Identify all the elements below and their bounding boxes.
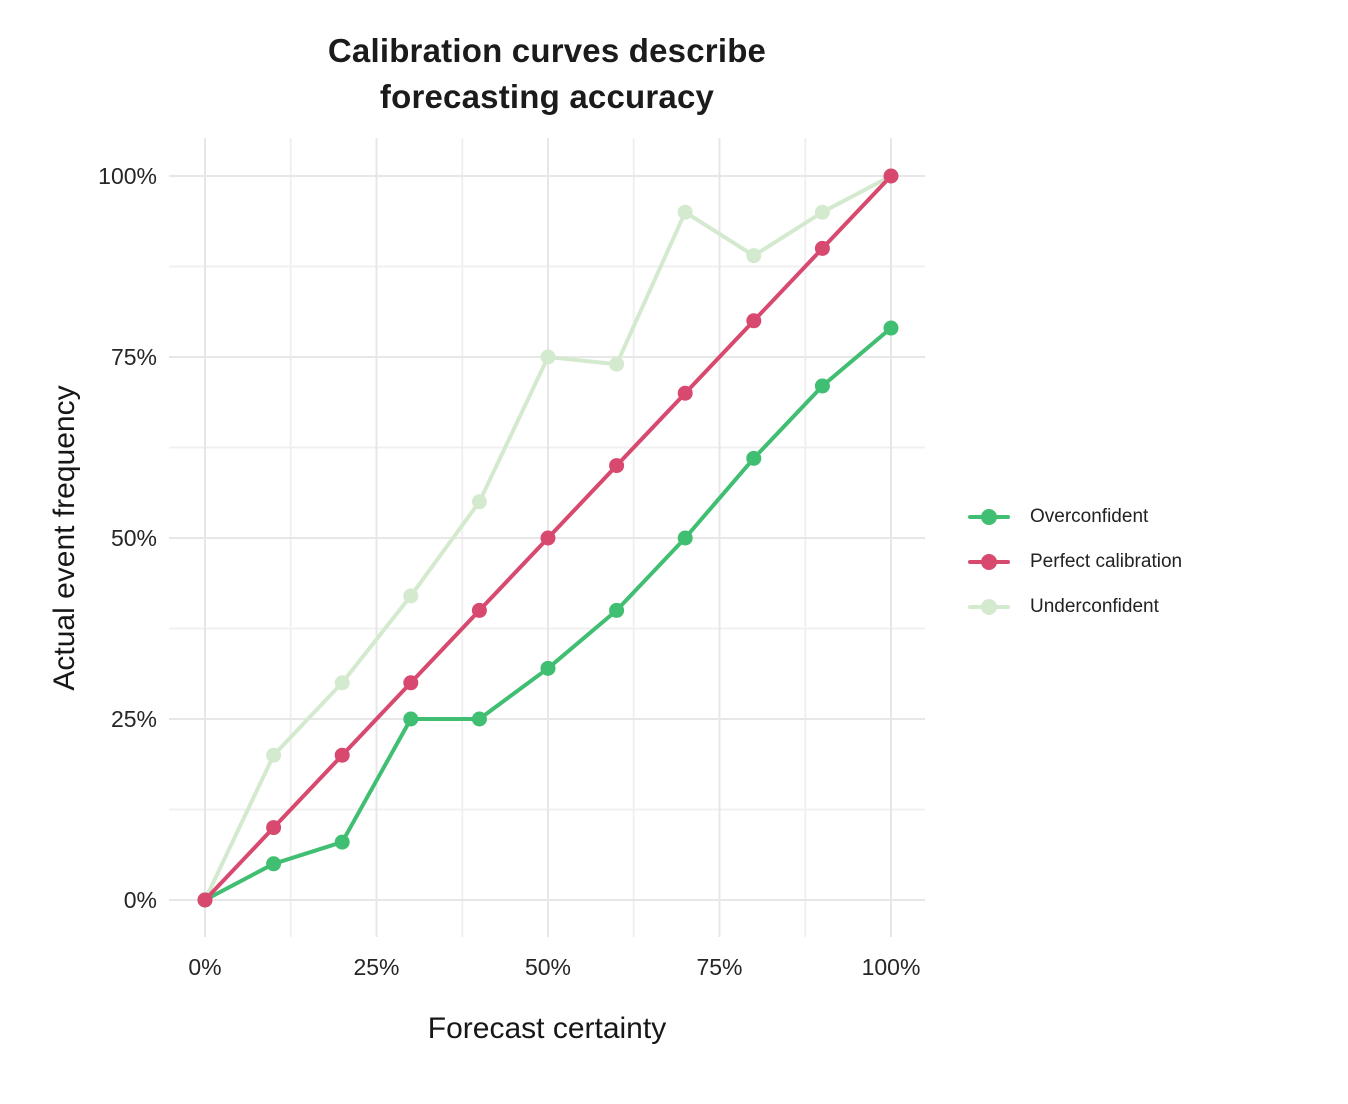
x-tick-label: 50% <box>524 954 572 980</box>
y-tick-label: 25% <box>110 706 157 732</box>
series-point-perfect-calibration <box>266 820 282 836</box>
series-point-underconfident <box>334 675 350 691</box>
series-point-overconfident <box>403 711 419 727</box>
series-point-overconfident <box>334 834 350 850</box>
legend-item-underconfident: Underconfident <box>968 584 1182 629</box>
series-point-overconfident <box>609 602 625 618</box>
series-point-overconfident <box>266 856 282 872</box>
chart-title: Calibration curves describe forecasting … <box>327 32 767 115</box>
series-point-overconfident <box>883 320 899 336</box>
x-axis-title: Forecast certainty <box>427 1012 667 1045</box>
series-point-overconfident <box>540 660 556 676</box>
series-point-perfect-calibration <box>883 168 899 184</box>
series-point-underconfident <box>609 356 625 372</box>
legend-item-perfect-calibration: Perfect calibration <box>968 539 1182 584</box>
series-point-perfect-calibration <box>540 530 556 546</box>
legend-swatch-dot <box>981 598 997 615</box>
legend: Overconfident Perfect calibration Undercon… <box>968 494 1182 629</box>
series-point-underconfident <box>403 588 419 604</box>
plot-area <box>169 138 925 937</box>
series-point-underconfident <box>471 494 487 510</box>
series-point-perfect-calibration <box>471 602 487 618</box>
x-tick-label: 25% <box>353 954 400 980</box>
legend-label-overconfident: Overconfident <box>1030 505 1149 527</box>
y-tick-label: 75% <box>110 344 157 370</box>
series-point-underconfident <box>746 248 762 264</box>
series-point-perfect-calibration <box>677 385 693 401</box>
x-tick-label: 75% <box>696 954 743 980</box>
series-point-underconfident <box>814 204 830 220</box>
legend-swatch-overconfident <box>968 508 1010 526</box>
legend-swatch-dot <box>981 508 997 525</box>
legend-swatch-perfect-calibration <box>968 553 1010 571</box>
y-tick-label: 100% <box>98 163 157 189</box>
legend-swatch-underconfident <box>968 598 1010 616</box>
series-point-overconfident <box>471 711 487 727</box>
series-point-overconfident <box>746 450 762 466</box>
y-tick-label: 0% <box>123 887 157 913</box>
series-point-underconfident <box>677 204 693 220</box>
legend-swatch-dot <box>981 553 997 570</box>
y-tick-label: 50% <box>110 525 157 551</box>
legend-label-perfect-calibration: Perfect calibration <box>1030 550 1183 572</box>
series-point-perfect-calibration <box>609 458 625 474</box>
series-point-perfect-calibration <box>746 313 762 329</box>
series-point-perfect-calibration <box>814 240 830 256</box>
series-point-underconfident <box>540 349 556 365</box>
legend-item-overconfident: Overconfident <box>968 494 1182 539</box>
series-point-overconfident <box>677 530 693 546</box>
x-tick-label: 0% <box>188 954 222 980</box>
x-tick-label: 100% <box>861 954 921 980</box>
series-point-perfect-calibration <box>403 675 419 691</box>
series-point-perfect-calibration <box>334 747 350 763</box>
series-point-perfect-calibration <box>197 892 213 908</box>
series-point-underconfident <box>266 747 282 763</box>
legend-label-underconfident: Underconfident <box>1030 595 1159 617</box>
series-point-overconfident <box>814 378 830 394</box>
